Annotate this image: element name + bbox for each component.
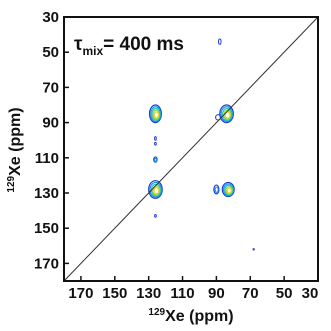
y-axis-title: 129Xe (ppm) <box>6 107 24 192</box>
contour-level <box>152 185 161 196</box>
contour-level <box>149 181 162 198</box>
contour-level <box>154 157 158 163</box>
contour-level <box>148 180 163 199</box>
x-tick-label: 170 <box>68 285 93 302</box>
annotation-symbol: τ <box>74 34 83 55</box>
contour-peak <box>153 156 158 163</box>
contour-level <box>214 186 219 193</box>
contour-peak <box>218 38 222 45</box>
ticks-layer: 170 150 130 110 90 70 50 30 30 50 70 90 110 130 150 170 <box>34 9 319 302</box>
annotation-text: = 400 ms <box>103 34 184 55</box>
contour-peak <box>148 104 162 124</box>
contour-level <box>154 141 157 146</box>
y-tick-label: 110 <box>35 150 59 167</box>
x-axis-title: 129Xe (ppm) <box>148 307 233 325</box>
y-tick-label: 90 <box>42 115 59 132</box>
contour-level <box>218 38 222 45</box>
annotation-subscript: mix <box>82 44 103 58</box>
contour-peak <box>154 136 157 141</box>
x-tick-label: 150 <box>102 285 127 302</box>
contour-peak <box>213 184 220 195</box>
contour-level <box>222 183 235 197</box>
contour-peak <box>219 104 234 124</box>
contour-level <box>153 187 160 195</box>
x-tick-label: 30 <box>302 285 319 302</box>
contour-level <box>154 214 157 218</box>
y-tick-label: 30 <box>42 9 59 26</box>
contour-level <box>226 187 232 194</box>
y-axis-title-superscript: 129 <box>6 175 17 192</box>
diagonal-line <box>63 16 319 282</box>
x-axis-title-superscript: 129 <box>148 307 165 318</box>
contour-peak <box>154 214 157 218</box>
y-tick-label: 130 <box>34 185 59 202</box>
contour-level <box>215 114 222 121</box>
x-tick-label: 50 <box>276 285 293 302</box>
contour-level <box>224 184 234 196</box>
contour-peak <box>221 181 235 198</box>
contour-level <box>221 107 233 121</box>
contour-level <box>152 109 160 120</box>
x-tick-label: 130 <box>136 285 161 302</box>
plot-frame <box>63 16 319 282</box>
contour-level <box>148 104 162 124</box>
y-axis-title-main: Xe (ppm) <box>7 107 24 175</box>
y-tick-label: 50 <box>42 44 59 61</box>
x-tick-label: 90 <box>208 285 225 302</box>
contour-peak <box>215 114 222 121</box>
contour-level <box>219 104 234 124</box>
contour-level <box>225 186 233 195</box>
y-tick-label: 150 <box>34 220 59 237</box>
y-tick-label: 70 <box>42 79 59 96</box>
x-tick-label: 70 <box>242 285 259 302</box>
contour-peak <box>252 248 255 251</box>
contour-level <box>224 111 231 119</box>
contour-level <box>151 107 161 121</box>
contour-level <box>221 181 235 198</box>
contour-level <box>150 106 162 123</box>
contour-peaks-layer <box>148 38 255 251</box>
contour-peak <box>154 141 157 146</box>
mixing-time-annotation: τmix= 400 ms <box>74 34 184 58</box>
x-axis-title-main: Xe (ppm) <box>165 308 233 325</box>
contour-level <box>154 136 157 141</box>
contour-level <box>153 111 160 119</box>
y-tick-label: 170 <box>34 255 59 272</box>
contour-peak <box>148 180 163 199</box>
contour-level <box>220 106 234 123</box>
x-tick-label: 110 <box>170 285 194 302</box>
contour-level <box>252 248 255 251</box>
contour-level <box>213 184 220 195</box>
